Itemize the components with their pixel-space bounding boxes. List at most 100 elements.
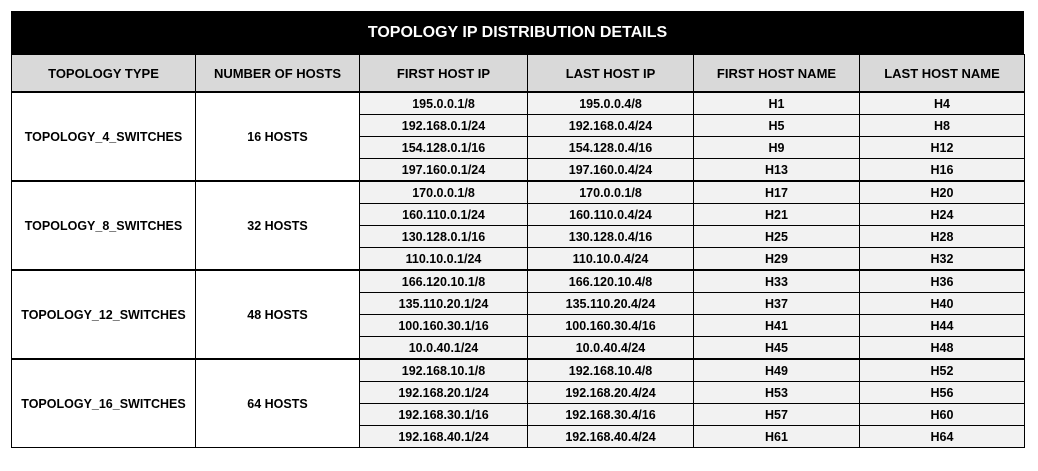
first-host-name-cell: H49 xyxy=(693,358,860,382)
last-host-ip-cell: 166.120.10.4/8 xyxy=(527,269,694,293)
first-host-ip-cell: 192.168.30.1/16 xyxy=(359,403,528,426)
topology-group: TOPOLOGY_12_SWITCHES 48 HOSTS 166.120.10.1… xyxy=(11,269,1025,360)
ip-distribution-table-container: TOPOLOGY IP DISTRIBUTION DETAILS TOPOLOG… xyxy=(11,11,1025,448)
number-of-hosts-cell: 64 HOSTS xyxy=(195,358,360,448)
table-row: 192.168.20.1/24 192.168.20.4/24 H53 H56 xyxy=(12,381,1025,404)
number-of-hosts-cell: 48 HOSTS xyxy=(195,269,360,360)
last-host-ip-cell: 192.168.20.4/24 xyxy=(527,381,694,404)
last-host-name-cell: H60 xyxy=(859,403,1025,426)
topology-group: TOPOLOGY_16_SWITCHES 64 HOSTS 192.168.10.1… xyxy=(11,358,1025,448)
first-host-ip-cell: 170.0.0.1/8 xyxy=(359,180,528,204)
last-host-name-cell: H64 xyxy=(859,425,1025,448)
table-row: 110.10.0.1/24 110.10.0.4/24 H29 H32 xyxy=(12,247,1025,271)
last-host-name-cell: H16 xyxy=(859,158,1025,182)
first-host-name-cell: H13 xyxy=(693,158,860,182)
last-host-name-cell: H28 xyxy=(859,225,1025,248)
first-host-ip-cell: 192.168.40.1/24 xyxy=(359,425,528,448)
table-row: 100.160.30.1/16 100.160.30.4/16 H41 H44 xyxy=(12,314,1025,337)
first-host-ip-cell: 154.128.0.1/16 xyxy=(359,136,528,159)
first-host-name-cell: H33 xyxy=(693,269,860,293)
last-host-name-cell: H56 xyxy=(859,381,1025,404)
table-row: 197.160.0.1/24 197.160.0.4/24 H13 H16 xyxy=(12,158,1025,182)
last-host-name-cell: H48 xyxy=(859,336,1025,360)
first-host-ip-cell: 197.160.0.1/24 xyxy=(359,158,528,182)
first-host-name-cell: H37 xyxy=(693,292,860,315)
last-host-name-cell: H52 xyxy=(859,358,1025,382)
first-host-ip-cell: 110.10.0.1/24 xyxy=(359,247,528,271)
last-host-ip-cell: 10.0.40.4/24 xyxy=(527,336,694,360)
first-host-ip-cell: 166.120.10.1/8 xyxy=(359,269,528,293)
table-row: 192.168.0.1/24 192.168.0.4/24 H5 H8 xyxy=(12,114,1025,137)
table-row: 135.110.20.1/24 135.110.20.4/24 H37 H40 xyxy=(12,292,1025,315)
last-host-name-cell: H4 xyxy=(859,91,1025,115)
topology-group: TOPOLOGY_4_SWITCHES 16 HOSTS 195.0.0.1/8 19… xyxy=(11,91,1025,182)
table-row: 10.0.40.1/24 10.0.40.4/24 H45 H48 xyxy=(12,336,1025,360)
last-host-ip-cell: 160.110.0.4/24 xyxy=(527,203,694,226)
first-host-name-cell: H9 xyxy=(693,136,860,159)
last-host-ip-cell: 192.168.40.4/24 xyxy=(527,425,694,448)
first-host-ip-cell: 192.168.20.1/24 xyxy=(359,381,528,404)
last-host-ip-cell: 154.128.0.4/16 xyxy=(527,136,694,159)
table-title: TOPOLOGY IP DISTRIBUTION DETAILS xyxy=(11,11,1024,54)
number-of-hosts-cell: 16 HOSTS xyxy=(195,91,360,182)
first-host-ip-cell: 195.0.0.1/8 xyxy=(359,91,528,115)
first-host-name-cell: H29 xyxy=(693,247,860,271)
last-host-ip-cell: 110.10.0.4/24 xyxy=(527,247,694,271)
last-host-name-cell: H20 xyxy=(859,180,1025,204)
last-host-ip-cell: 195.0.0.4/8 xyxy=(527,91,694,115)
first-host-name-cell: H61 xyxy=(693,425,860,448)
first-host-ip-cell: 135.110.20.1/24 xyxy=(359,292,528,315)
topology-type-cell: TOPOLOGY_4_SWITCHES xyxy=(11,91,196,182)
topology-type-cell: TOPOLOGY_16_SWITCHES xyxy=(11,358,196,448)
table-row: 192.168.40.1/24 192.168.40.4/24 H61 H64 xyxy=(12,425,1025,448)
table-row: TOPOLOGY_12_SWITCHES 48 HOSTS 166.120.10.1… xyxy=(11,269,1025,360)
column-header-last-host-ip: LAST HOST IP xyxy=(527,54,694,93)
last-host-name-cell: H8 xyxy=(859,114,1025,137)
first-host-name-cell: H5 xyxy=(693,114,860,137)
first-host-name-cell: H1 xyxy=(693,91,860,115)
last-host-name-cell: H12 xyxy=(859,136,1025,159)
last-host-ip-cell: 192.168.0.4/24 xyxy=(527,114,694,137)
first-host-name-cell: H25 xyxy=(693,225,860,248)
first-host-name-cell: H45 xyxy=(693,336,860,360)
last-host-ip-cell: 197.160.0.4/24 xyxy=(527,158,694,182)
table-row: 130.128.0.1/16 130.128.0.4/16 H25 H28 xyxy=(12,225,1025,248)
last-host-name-cell: H44 xyxy=(859,314,1025,337)
table-row: TOPOLOGY_16_SWITCHES 64 HOSTS 192.168.10.1… xyxy=(11,358,1025,448)
table-row: TOPOLOGY_4_SWITCHES 16 HOSTS 195.0.0.1/8 19… xyxy=(11,91,1025,182)
column-header-number-of-hosts: NUMBER OF HOSTS xyxy=(195,54,360,93)
first-host-name-cell: H21 xyxy=(693,203,860,226)
first-host-name-cell: H17 xyxy=(693,180,860,204)
last-host-ip-cell: 170.0.0.1/8 xyxy=(527,180,694,204)
first-host-ip-cell: 192.168.0.1/24 xyxy=(359,114,528,137)
last-host-name-cell: H24 xyxy=(859,203,1025,226)
ip-distribution-table: TOPOLOGY TYPE NUMBER OF HOSTS FIRST HOST… xyxy=(11,54,1025,448)
table-row: 154.128.0.1/16 154.128.0.4/16 H9 H12 xyxy=(12,136,1025,159)
last-host-name-cell: H40 xyxy=(859,292,1025,315)
first-host-ip-cell: 100.160.30.1/16 xyxy=(359,314,528,337)
column-header-first-host-ip: FIRST HOST IP xyxy=(359,54,528,93)
first-host-name-cell: H53 xyxy=(693,381,860,404)
table-row: TOPOLOGY_8_SWITCHES 32 HOSTS 170.0.0.1/8 17… xyxy=(11,180,1025,271)
first-host-name-cell: H41 xyxy=(693,314,860,337)
header-row: TOPOLOGY TYPE NUMBER OF HOSTS FIRST HOST… xyxy=(11,54,1025,93)
number-of-hosts-cell: 32 HOSTS xyxy=(195,180,360,271)
last-host-ip-cell: 100.160.30.4/16 xyxy=(527,314,694,337)
table-row: 192.168.30.1/16 192.168.30.4/16 H57 H60 xyxy=(12,403,1025,426)
topology-type-cell: TOPOLOGY_12_SWITCHES xyxy=(11,269,196,360)
first-host-name-cell: H57 xyxy=(693,403,860,426)
last-host-name-cell: H36 xyxy=(859,269,1025,293)
last-host-ip-cell: 130.128.0.4/16 xyxy=(527,225,694,248)
first-host-ip-cell: 192.168.10.1/8 xyxy=(359,358,528,382)
topology-group: TOPOLOGY_8_SWITCHES 32 HOSTS 170.0.0.1/8 17… xyxy=(11,180,1025,271)
first-host-ip-cell: 10.0.40.1/24 xyxy=(359,336,528,360)
first-host-ip-cell: 160.110.0.1/24 xyxy=(359,203,528,226)
last-host-ip-cell: 192.168.10.4/8 xyxy=(527,358,694,382)
column-header-first-host-name: FIRST HOST NAME xyxy=(693,54,860,93)
table-row: 160.110.0.1/24 160.110.0.4/24 H21 H24 xyxy=(12,203,1025,226)
last-host-ip-cell: 192.168.30.4/16 xyxy=(527,403,694,426)
topology-type-cell: TOPOLOGY_8_SWITCHES xyxy=(11,180,196,271)
first-host-ip-cell: 130.128.0.1/16 xyxy=(359,225,528,248)
last-host-ip-cell: 135.110.20.4/24 xyxy=(527,292,694,315)
column-header-last-host-name: LAST HOST NAME xyxy=(859,54,1025,93)
